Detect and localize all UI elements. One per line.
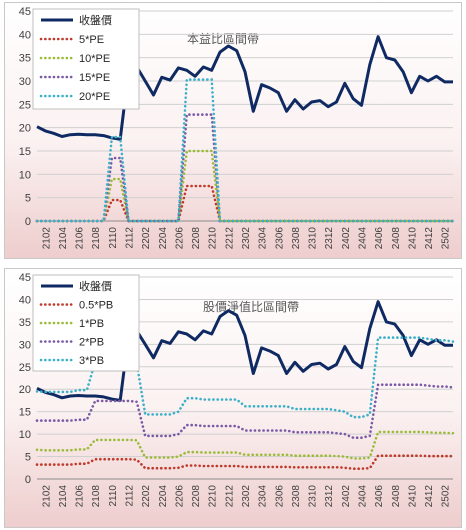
x-tick-label: 2502 bbox=[441, 227, 452, 250]
legend-box bbox=[32, 8, 140, 110]
x-tick-label: 2110 bbox=[108, 227, 119, 249]
legend-label-0: 收盤價 bbox=[79, 13, 112, 27]
pe-band-chart: 本益比區間帶 0 5 10 15 20 25 30 35 40 45 2102 2104 2106 21… bbox=[4, 2, 462, 259]
x-tick-label: 2102 bbox=[41, 227, 52, 250]
x-tick-label: 2408 bbox=[391, 485, 402, 508]
x-tick-label: 2104 bbox=[58, 227, 69, 250]
x-tick-label: 2212 bbox=[224, 485, 235, 508]
y-tick-label: 40 bbox=[19, 29, 31, 41]
x-tick-label: 2412 bbox=[424, 227, 435, 250]
x-tick-label: 2406 bbox=[374, 485, 385, 508]
x-tick-label: 2108 bbox=[91, 227, 102, 250]
x-tick-label: 2304 bbox=[258, 485, 269, 508]
x-tick-label: 2308 bbox=[291, 227, 302, 250]
x-tick-label: 2202 bbox=[141, 227, 152, 250]
legend-label-4: 20*PE bbox=[79, 91, 110, 103]
y-tick-label: 30 bbox=[19, 339, 31, 351]
x-tick-label: 2204 bbox=[158, 227, 169, 250]
x-tick-label: 2412 bbox=[424, 485, 435, 508]
y-tick-label: 45 bbox=[19, 272, 31, 284]
x-tick-label: 2408 bbox=[391, 227, 402, 250]
y-tick-label: 30 bbox=[19, 76, 31, 88]
x-tick-label: 2206 bbox=[174, 485, 185, 508]
legend-label-2: 10*PE bbox=[79, 53, 110, 65]
x-tick-label: 2104 bbox=[58, 485, 69, 508]
chart-title: 股價淨值比區間帶 bbox=[203, 299, 299, 314]
x-tick-label: 2210 bbox=[208, 227, 219, 250]
y-tick-label: 10 bbox=[19, 429, 31, 441]
y-tick-label: 35 bbox=[19, 317, 31, 329]
x-tick-label: 2306 bbox=[274, 485, 285, 508]
x-tick-label: 2312 bbox=[324, 227, 335, 250]
x-tick-label: 2212 bbox=[224, 227, 235, 250]
x-tick-label: 2306 bbox=[274, 227, 285, 250]
x-tick-label: 2108 bbox=[91, 485, 102, 508]
legend-label-3: 2*PB bbox=[79, 337, 104, 349]
x-tick-label: 2106 bbox=[75, 485, 86, 508]
pb-band-chart: 股價淨值比區間帶 0 5 10 15 20 25 30 35 40 45 2102 2104 2106… bbox=[4, 268, 462, 528]
series-line-3 bbox=[35, 383, 455, 439]
y-tick-label: 5 bbox=[25, 193, 31, 205]
y-tick-label: 10 bbox=[19, 169, 31, 181]
x-tick-label: 2110 bbox=[108, 485, 119, 507]
x-tick-label: 2312 bbox=[324, 485, 335, 508]
series-line-0 bbox=[36, 35, 453, 141]
x-tick-label: 2106 bbox=[75, 227, 86, 250]
pb-band-chart-svg: 股價淨值比區間帶 0 5 10 15 20 25 30 35 40 45 2102 2104 2106… bbox=[5, 269, 461, 527]
y-tick-label: 35 bbox=[19, 53, 31, 65]
x-tick-label: 2102 bbox=[41, 485, 52, 508]
pe-band-chart-svg: 本益比區間帶 0 5 10 15 20 25 30 35 40 45 2102 2104 2106 21… bbox=[5, 3, 461, 258]
x-tick-label: 2402 bbox=[341, 485, 352, 508]
y-tick-label: 20 bbox=[19, 123, 31, 135]
x-tick-label: 2112 bbox=[125, 227, 136, 249]
x-tick-label: 2410 bbox=[407, 227, 418, 250]
x-tick-label: 2208 bbox=[191, 485, 202, 508]
legend-label-0: 收盤價 bbox=[79, 279, 112, 293]
x-tick-label: 2208 bbox=[191, 227, 202, 250]
x-tick-label: 2406 bbox=[374, 227, 385, 250]
y-tick-label: 15 bbox=[19, 407, 31, 419]
y-tick-label: 5 bbox=[25, 452, 31, 464]
x-tick-label: 2404 bbox=[357, 485, 368, 508]
x-tick-label: 2310 bbox=[308, 227, 319, 250]
legend-label-4: 3*PB bbox=[79, 355, 104, 367]
x-tick-label: 2210 bbox=[208, 485, 219, 508]
x-tick-label: 2404 bbox=[357, 227, 368, 250]
y-tick-label: 20 bbox=[19, 384, 31, 396]
y-tick-label: 0 bbox=[25, 216, 31, 228]
y-tick-label: 45 bbox=[19, 6, 31, 18]
legend-label-1: 0.5*PB bbox=[79, 300, 113, 312]
x-tick-label: 2112 bbox=[125, 485, 136, 507]
x-tick-label: 2206 bbox=[174, 227, 185, 250]
legend-label-2: 1*PB bbox=[79, 318, 104, 330]
x-tick-label: 2302 bbox=[241, 485, 252, 508]
x-tick-label: 2204 bbox=[158, 485, 169, 508]
y-tick-label: 25 bbox=[19, 362, 31, 374]
x-tick-label: 2502 bbox=[441, 485, 452, 508]
x-tick-label: 2310 bbox=[308, 485, 319, 508]
series-line-2 bbox=[35, 430, 455, 460]
x-tick-label: 2302 bbox=[241, 227, 252, 250]
y-tick-label: 25 bbox=[19, 99, 31, 111]
series-line-4 bbox=[35, 78, 455, 223]
chart-title: 本益比區間帶 bbox=[187, 32, 259, 46]
x-tick-label: 2410 bbox=[407, 485, 418, 508]
x-tick-label: 2202 bbox=[141, 485, 152, 508]
series-line-0 bbox=[36, 300, 453, 402]
legend-label-3: 15*PE bbox=[79, 72, 110, 84]
legend-label-1: 5*PE bbox=[79, 34, 104, 46]
y-tick-label: 40 bbox=[19, 294, 31, 306]
x-tick-label: 2308 bbox=[291, 485, 302, 508]
x-tick-label: 2304 bbox=[258, 227, 269, 250]
x-tick-label: 2402 bbox=[341, 227, 352, 250]
y-tick-label: 0 bbox=[25, 474, 31, 486]
y-tick-label: 15 bbox=[19, 146, 31, 158]
